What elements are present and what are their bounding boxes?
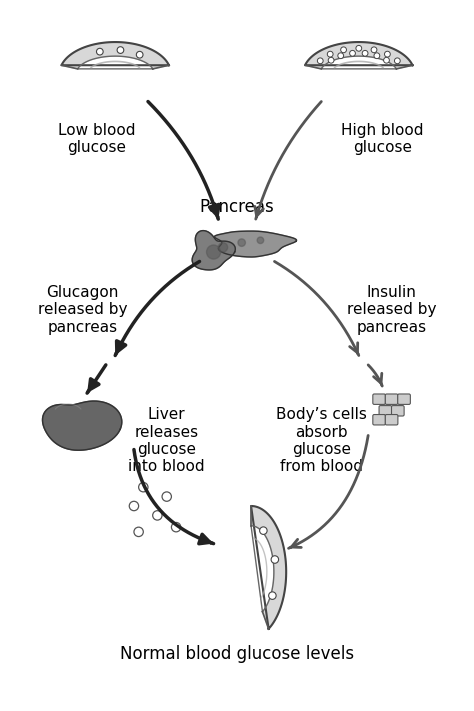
FancyBboxPatch shape xyxy=(379,405,392,416)
FancyBboxPatch shape xyxy=(392,405,404,416)
Circle shape xyxy=(328,51,333,57)
Circle shape xyxy=(172,523,181,532)
Text: Normal blood glucose levels: Normal blood glucose levels xyxy=(120,645,354,663)
Circle shape xyxy=(394,58,400,64)
Polygon shape xyxy=(214,231,297,257)
Text: Liver
releases
glucose
into blood: Liver releases glucose into blood xyxy=(128,407,205,474)
Circle shape xyxy=(374,53,380,58)
Circle shape xyxy=(207,245,220,259)
FancyBboxPatch shape xyxy=(385,394,398,405)
Circle shape xyxy=(356,46,362,51)
Circle shape xyxy=(271,556,279,563)
Circle shape xyxy=(384,51,390,57)
Circle shape xyxy=(350,50,356,56)
FancyBboxPatch shape xyxy=(385,415,398,425)
Circle shape xyxy=(362,50,368,56)
Circle shape xyxy=(138,483,148,492)
FancyBboxPatch shape xyxy=(398,394,410,405)
Text: Insulin
released by
pancreas: Insulin released by pancreas xyxy=(347,285,437,335)
Circle shape xyxy=(162,492,172,501)
Circle shape xyxy=(371,47,377,53)
Text: Body’s cells
absorb
glucose
from blood: Body’s cells absorb glucose from blood xyxy=(276,407,367,474)
Text: Glucagon
released by
pancreas: Glucagon released by pancreas xyxy=(37,285,127,335)
Polygon shape xyxy=(251,506,286,629)
Circle shape xyxy=(117,47,124,53)
Text: Pancreas: Pancreas xyxy=(200,198,274,216)
Circle shape xyxy=(328,58,334,63)
Circle shape xyxy=(318,58,323,64)
Polygon shape xyxy=(192,230,235,270)
Text: High blood
glucose: High blood glucose xyxy=(341,123,423,155)
Polygon shape xyxy=(43,401,122,450)
FancyBboxPatch shape xyxy=(373,415,385,425)
Circle shape xyxy=(134,527,143,537)
Circle shape xyxy=(97,48,103,55)
Polygon shape xyxy=(62,42,169,69)
Polygon shape xyxy=(305,42,412,69)
Text: Low blood
glucose: Low blood glucose xyxy=(58,123,135,155)
FancyBboxPatch shape xyxy=(373,394,385,405)
Circle shape xyxy=(129,501,138,510)
Circle shape xyxy=(338,53,344,58)
Circle shape xyxy=(383,58,389,63)
Circle shape xyxy=(260,527,267,535)
Circle shape xyxy=(341,47,346,53)
Circle shape xyxy=(269,592,276,599)
Circle shape xyxy=(257,237,264,244)
Circle shape xyxy=(238,239,246,247)
Circle shape xyxy=(137,51,143,58)
Circle shape xyxy=(153,510,162,520)
Circle shape xyxy=(218,242,228,252)
